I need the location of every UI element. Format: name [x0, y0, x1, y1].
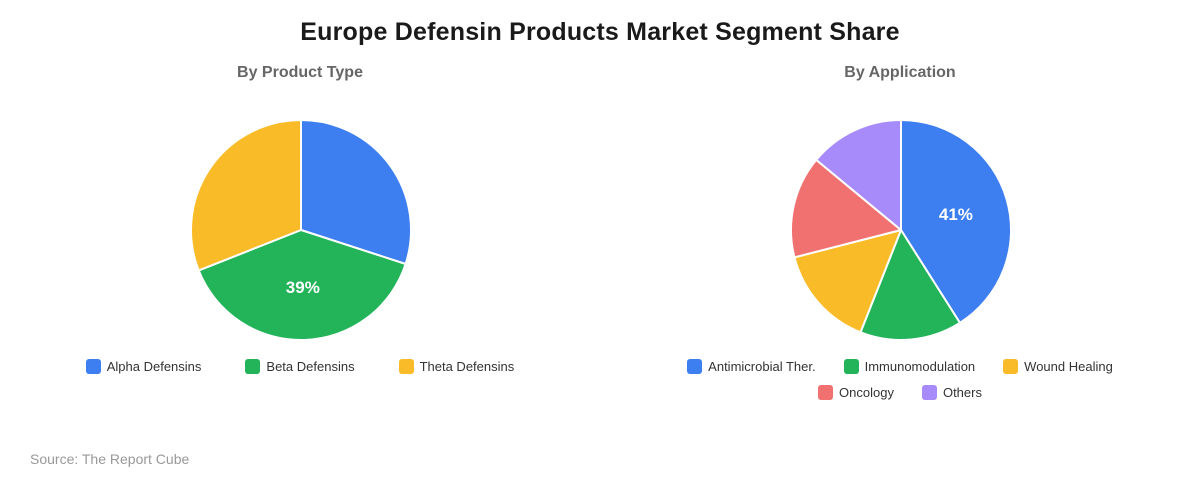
legend-item-antimicrobial-ther[interactable]: Antimicrobial Ther. — [687, 359, 816, 374]
legend-item-wound-healing[interactable]: Wound Healing — [1003, 359, 1113, 374]
pie-slice-wound-healing[interactable] — [793, 229, 902, 334]
legend-item-immunomodulation[interactable]: Immunomodulation — [843, 359, 976, 374]
legend-label-others: Others — [942, 385, 982, 400]
legend-item-theta-defensins[interactable]: Theta Defensins — [398, 359, 515, 374]
pie-slice-alpha-defensins[interactable] — [300, 119, 412, 265]
chart-panel-application: By Application 41% Antimicrobial Ther. Im… — [600, 62, 1200, 422]
legend-label-alpha-defensins: Alpha Defensins — [106, 359, 202, 374]
legend-item-oncology[interactable]: Oncology — [818, 385, 894, 400]
legend-swatch-oncology[interactable] — [818, 385, 834, 400]
legend-item-others[interactable]: Others — [921, 385, 982, 400]
legend-label-beta-defensins: Beta Defensins — [266, 359, 355, 374]
legend-label-theta-defensins: Theta Defensins — [419, 359, 515, 374]
legend-label-wound-healing: Wound Healing — [1024, 359, 1113, 374]
pie-slice-label-beta-defensins: 39% — [286, 278, 320, 297]
figure-title: Europe Defensin Products Market Segment … — [300, 18, 900, 46]
chart-panel-product-type: By Product Type 39% Alpha Defensins Beta … — [0, 62, 600, 422]
legend-swatch-antimicrobial-ther[interactable] — [687, 359, 703, 374]
legend-swatch-theta-defensins[interactable] — [398, 359, 414, 374]
pie-chart-application[interactable]: 41% — [790, 119, 1012, 341]
legend-label-oncology: Oncology — [839, 385, 894, 400]
pie-slice-immunomodulation[interactable] — [859, 229, 961, 341]
pie-slice-beta-defensins[interactable] — [197, 229, 407, 341]
legend-label-antimicrobial-ther: Antimicrobial Ther. — [708, 359, 816, 374]
legend-application: Antimicrobial Ther. Immunomodulation Wound… — [660, 359, 1140, 400]
legend-product-type: Alpha Defensins Beta Defensins Theta Defen… — [0, 359, 600, 374]
legend-swatch-others[interactable] — [921, 385, 937, 400]
pie-chart-product-type[interactable]: 39% — [190, 119, 412, 341]
pie-slice-others[interactable] — [815, 119, 902, 231]
legend-item-alpha-defensins[interactable]: Alpha Defensins — [85, 359, 202, 374]
legend-item-beta-defensins[interactable]: Beta Defensins — [245, 359, 355, 374]
legend-swatch-wound-healing[interactable] — [1003, 359, 1019, 374]
chart-title-application: By Application — [844, 64, 956, 81]
pie-slice-theta-defensins[interactable] — [190, 119, 302, 272]
chart-title-product-type: By Product Type — [237, 64, 363, 81]
pie-slice-oncology[interactable] — [790, 158, 902, 259]
legend-label-immunomodulation: Immunomodulation — [864, 359, 976, 374]
legend-swatch-alpha-defensins[interactable] — [85, 359, 101, 374]
legend-swatch-immunomodulation[interactable] — [843, 359, 859, 374]
pie-slice-label-antimicrobial-ther: 41% — [939, 205, 973, 224]
source-caption: Source: The Report Cube — [30, 451, 190, 467]
legend-swatch-beta-defensins[interactable] — [245, 359, 261, 374]
